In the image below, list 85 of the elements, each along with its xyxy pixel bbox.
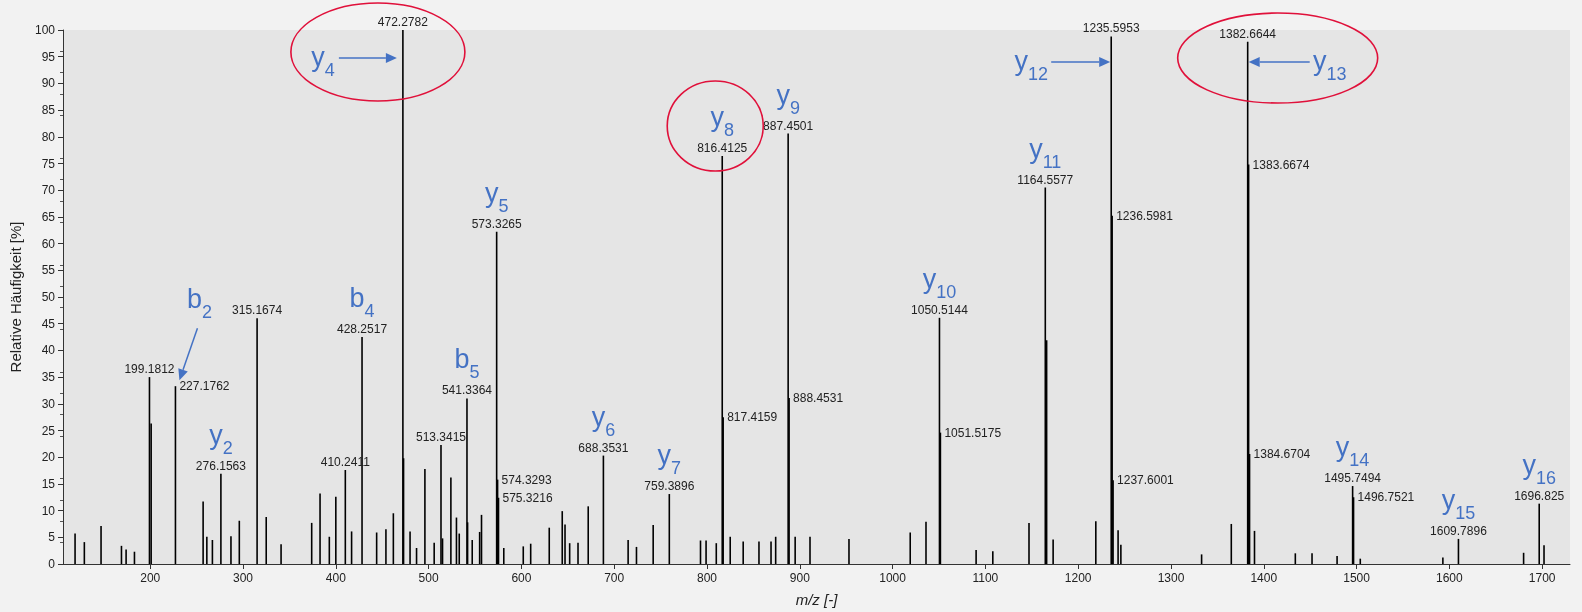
annotation: 1235.5953 <box>1082 21 1140 36</box>
annotation: y$_{4}$ <box>311 42 335 80</box>
x-tick-label: 500 <box>418 571 439 585</box>
y-tick-label: 100 <box>34 23 56 37</box>
annotation: 1236.5981 <box>1116 208 1174 223</box>
annotation: 575.3216 <box>502 490 553 505</box>
x-tick-label: 1000 <box>879 571 907 585</box>
annotation: 1609.7896 <box>1430 523 1488 538</box>
annotation: 888.4531 <box>793 390 844 405</box>
annotation: b$_{4}$ <box>349 283 375 322</box>
y-tick-label: 90 <box>41 76 56 91</box>
annotation: 1384.6704 <box>1253 447 1311 461</box>
y-tick-label: 30 <box>41 396 56 411</box>
x-tick-label: 200 <box>140 571 161 585</box>
y-tick-label: 5 <box>48 530 56 545</box>
y-tick-label: 45 <box>41 316 56 331</box>
y-tick-label: 35 <box>41 370 56 385</box>
annotation: 1696.825 <box>1514 488 1565 503</box>
annotation: y$_{7}$ <box>657 440 682 479</box>
x-tick-label: 1700 <box>1528 571 1556 585</box>
y-tick-label: 40 <box>41 343 56 358</box>
annotation: 276.1563 <box>195 458 247 473</box>
x-tick-label: 1300 <box>1157 571 1185 585</box>
annotation: 1050.5144 <box>911 302 969 317</box>
annotation: y$_{14}$ <box>1335 432 1370 471</box>
y-tick-label: 65 <box>41 209 56 224</box>
x-axis-title: m/z [-] <box>795 591 839 608</box>
y-tick-label: 75 <box>41 156 56 171</box>
annotation: y$_{12}$ <box>1014 46 1048 85</box>
x-tick-label: 1200 <box>1064 571 1092 585</box>
annotation: y$_{8}$ <box>710 102 734 141</box>
annotation: y$_{2}$ <box>209 419 233 458</box>
annotation: 227.1762 <box>179 379 230 394</box>
annotation: y$_{5}$ <box>484 177 509 216</box>
y-tick-label: 25 <box>41 423 56 438</box>
x-tick-label: 1600 <box>1436 571 1464 585</box>
y-tick-label: 50 <box>41 290 56 304</box>
annotation: 573.3265 <box>471 216 522 231</box>
annotation: 1164.5577 <box>1017 172 1074 187</box>
x-tick-label: 600 <box>511 571 532 585</box>
x-tick-label: 700 <box>604 571 625 585</box>
annotation: y$_{15}$ <box>1441 484 1476 523</box>
y-tick-label: 15 <box>41 476 56 491</box>
annotation: 199.1812 <box>124 362 175 377</box>
y-tick-label: 55 <box>41 263 56 278</box>
annotation: y$_{6}$ <box>591 401 616 440</box>
y-tick-label: 20 <box>41 450 56 465</box>
annotation: 816.4125 <box>697 141 748 156</box>
annotation: y$_{16}$ <box>1522 449 1556 488</box>
annotation: 574.3293 <box>501 472 552 487</box>
annotation: 541.3364 <box>441 383 493 398</box>
annotation: y$_{11}$ <box>1029 133 1062 172</box>
x-tick-label: 1100 <box>972 571 999 585</box>
x-tick-label: 1500 <box>1343 571 1371 585</box>
annotation: 1051.5175 <box>944 425 1002 440</box>
annotation: 428.2517 <box>337 322 388 337</box>
annotation: 513.3415 <box>415 429 467 444</box>
x-tick-label: 800 <box>696 571 718 585</box>
y-tick-label: 0 <box>48 557 56 571</box>
y-tick-label: 60 <box>41 236 56 251</box>
y-tick-label: 95 <box>41 49 56 64</box>
x-tick-label: 900 <box>789 571 811 585</box>
y-tick-label: 80 <box>41 129 56 144</box>
y-axis-title: Relative Häufigkeit [%] <box>7 221 24 373</box>
x-tick-label: 400 <box>325 571 347 585</box>
annotation: 472.2782 <box>377 15 429 29</box>
annotation: y$_{13}$ <box>1312 46 1347 85</box>
annotation: 1495.7494 <box>1324 471 1382 486</box>
x-tick-label: 300 <box>233 571 254 585</box>
y-tick-label: 10 <box>41 503 56 518</box>
annotation: 1496.7521 <box>1357 490 1415 505</box>
annotation: 1382.6644 <box>1219 26 1277 41</box>
y-tick-label: 70 <box>41 183 56 198</box>
annotation: b$_{2}$ <box>186 284 212 323</box>
annotation: 315.1674 <box>232 303 283 318</box>
y-tick-label: 85 <box>41 103 56 118</box>
annotation: 688.3531 <box>578 440 629 455</box>
annotation: 1383.6674 <box>1252 157 1310 172</box>
x-tick-label: 1400 <box>1250 571 1278 585</box>
annotation: y$_{9}$ <box>776 79 800 118</box>
annotation: 1237.6001 <box>1117 473 1175 488</box>
annotation: 817.4159 <box>727 410 778 425</box>
annotation: b$_{5}$ <box>454 344 480 383</box>
annotation: 759.3896 <box>644 479 695 494</box>
annotation: y$_{10}$ <box>922 263 957 302</box>
